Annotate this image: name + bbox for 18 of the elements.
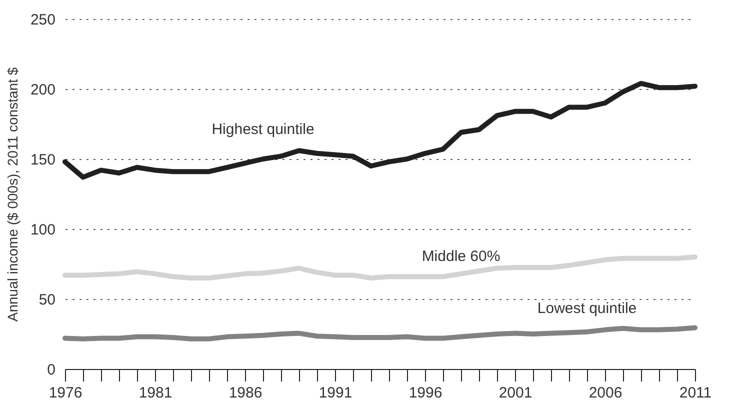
y-tick-label: 0 [47, 362, 56, 378]
series-label: Middle 60% [422, 248, 500, 265]
x-tick-label: 2006 [588, 384, 622, 402]
x-tick-label: 2011 [679, 384, 712, 402]
series-label: Highest quintile [212, 121, 314, 138]
y-tick-label: 50 [38, 292, 56, 308]
series-label: Lowest quintile [537, 300, 637, 317]
x-tick-label: 1996 [408, 384, 442, 402]
x-tick-label: 1976 [48, 384, 82, 402]
y-tick-label: 250 [30, 12, 56, 28]
y-tick-label: 200 [30, 82, 56, 98]
y-axis-title: Annual income ($ 000s), 2011 constant $ [4, 67, 20, 322]
y-tick-label: 100 [30, 222, 56, 238]
x-tick-label: 1981 [138, 384, 172, 402]
x-tick-label: 2001 [498, 384, 532, 402]
y-tick-label: 150 [30, 152, 56, 168]
x-tick-label: 1986 [228, 384, 262, 402]
x-tick-label: 1991 [318, 384, 352, 402]
